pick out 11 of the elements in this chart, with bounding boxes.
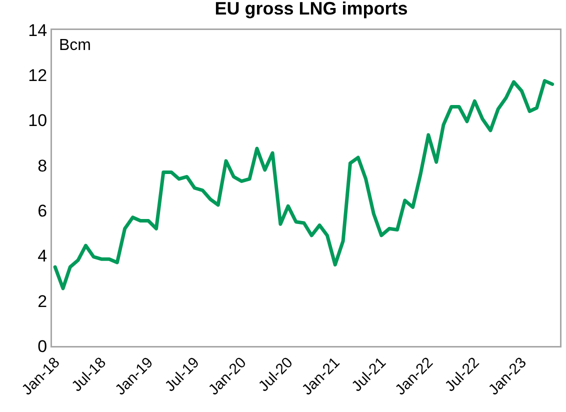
annotation: Bcm [59,37,91,54]
y-tick-label: 4 [38,246,48,266]
y-tick-label: 6 [38,202,48,221]
y-tick-label: 12 [28,66,48,86]
y-tick-label: 2 [38,292,48,311]
y-tick-label: 14 [28,20,48,40]
y-tick-label: 10 [28,111,48,130]
chart-title: EU gross LNG imports [214,0,408,19]
y-tick-label: 0 [38,336,48,356]
y-tick-label: 8 [38,156,48,176]
line-series [53,79,554,290]
